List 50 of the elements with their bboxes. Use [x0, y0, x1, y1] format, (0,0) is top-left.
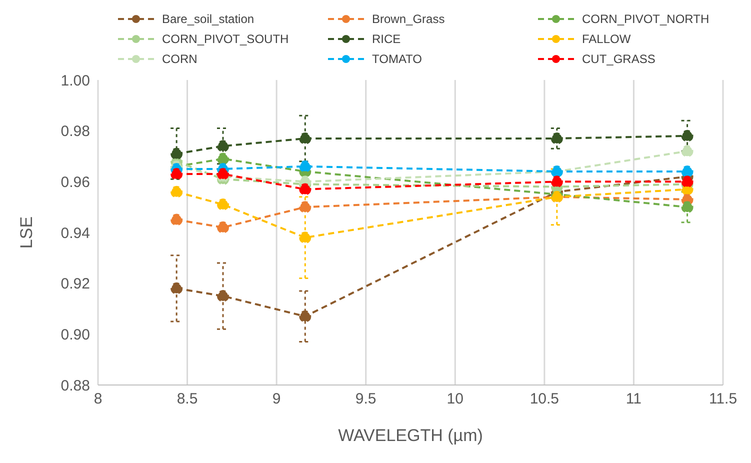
x-tick-label: 10 [446, 390, 464, 408]
y-tick-label: 0.88 [60, 377, 90, 394]
point [299, 160, 312, 172]
point [217, 140, 229, 152]
y-tick-label: 0.90 [60, 326, 90, 344]
point [217, 198, 229, 211]
point [299, 132, 312, 144]
legend-label: RICE [372, 32, 401, 46]
x-tick-label: 9 [272, 390, 281, 408]
y-tick-label: 0.96 [60, 174, 90, 191]
legend-label: TOMATO [372, 52, 422, 66]
point [681, 176, 694, 188]
point [170, 282, 183, 294]
y-tick-label: 0.94 [60, 224, 90, 242]
point [550, 176, 563, 188]
x-tick-label: 8 [94, 390, 102, 408]
point [299, 201, 312, 214]
legend-label: CORN [162, 52, 198, 66]
legend-label: CUT_GRASS [582, 52, 656, 66]
legend-label: CORN_PIVOT_NORTH [582, 12, 710, 26]
point [299, 310, 312, 322]
point [170, 186, 183, 198]
y-tick-label: 0.92 [60, 276, 90, 293]
legend-label: CORN_PIVOT_SOUTH [162, 32, 289, 46]
x-tick-label: 9.5 [355, 390, 376, 408]
point [217, 152, 229, 165]
point [170, 214, 183, 226]
x-tick-label: 11.5 [708, 390, 738, 408]
point [681, 130, 694, 142]
x-axis-title: WAVELEGTH (µm) [338, 426, 483, 445]
point [550, 132, 563, 144]
y-tick-label: 0.98 [60, 123, 90, 140]
point [681, 201, 694, 214]
point [299, 232, 312, 244]
legend-label: Brown_Grass [372, 12, 445, 26]
legend-label: Bare_soil_station [162, 12, 254, 26]
x-tick-label: 8.5 [176, 390, 198, 408]
y-tick-label: 1.00 [60, 72, 90, 90]
point [681, 145, 694, 158]
x-tick-label: 10.5 [530, 390, 560, 408]
x-tick-label: 11 [626, 390, 642, 408]
point [217, 221, 229, 234]
point [299, 183, 312, 196]
point [170, 148, 183, 160]
y-axis-title: LSE [17, 216, 36, 249]
point [681, 166, 694, 178]
point [217, 290, 229, 302]
point [170, 168, 183, 180]
legend-label: FALLOW [582, 32, 631, 46]
point [217, 168, 229, 180]
